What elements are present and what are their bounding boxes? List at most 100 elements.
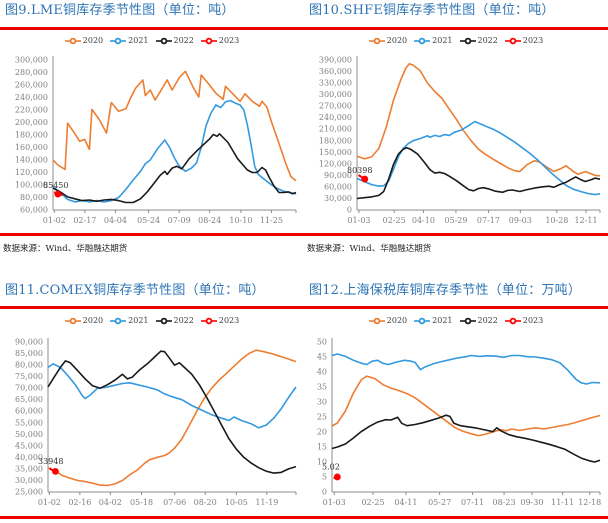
x-axis-label: 08-23 xyxy=(493,498,516,507)
legend-item-2020: 2020 xyxy=(64,316,103,325)
series-line-2022 xyxy=(331,414,601,463)
x-axis-label: 11-19 xyxy=(255,498,278,507)
legend-item-2021: 2021 xyxy=(414,316,453,325)
x-axis-label: 04-02 xyxy=(99,498,122,507)
x-axis-label: 07-17 xyxy=(477,216,500,225)
legend-item-2022: 2022 xyxy=(459,36,498,45)
x-axis-label: 01-03 xyxy=(323,498,346,507)
x-axis-label: 07-11 xyxy=(461,498,484,507)
y-axis-label: 75,000 xyxy=(15,372,43,381)
y-axis-label: 360,000 xyxy=(319,67,352,76)
chart-title-shanghai-bonded: 图12.上海保税库铜库存季节性（单位：万吨） xyxy=(309,283,582,298)
series-line-2020 xyxy=(47,349,297,487)
chart-card-comex: 图11.COMEX铜库存季节性图（单位：吨） 2020 2021 2022 2023 … xyxy=(0,280,304,523)
y-axis-label: 50,000 xyxy=(15,430,43,439)
legend-label: 2023 xyxy=(218,36,240,45)
y-axis-label: 100,000 xyxy=(15,181,48,190)
legend-marker-icon xyxy=(155,37,172,44)
y-axis-label: 35,000 xyxy=(15,464,43,473)
x-axis-label: 10-28 xyxy=(545,216,568,225)
legend-label: 2023 xyxy=(218,316,240,325)
y-axis-label: 160,000 xyxy=(15,143,48,152)
y-axis-label: 240,000 xyxy=(15,93,48,102)
y-axis-label: 30,000 xyxy=(324,194,352,203)
latest-value-label: 5.02 xyxy=(322,463,340,472)
y-axis-label: 45,000 xyxy=(15,441,43,450)
legend-item-2020: 2020 xyxy=(368,316,408,325)
y-axis-label: 25,000 xyxy=(15,488,43,497)
x-axis-label: 02-25 xyxy=(383,216,406,225)
legend-item-2022: 2022 xyxy=(459,316,498,325)
y-axis-label: 60,000 xyxy=(20,206,48,215)
x-axis-label: 11-11 xyxy=(551,498,574,507)
y-axis-label: 60,000 xyxy=(15,407,43,416)
latest-value-label: 80398 xyxy=(347,166,372,175)
legend-item-2022: 2022 xyxy=(155,316,194,325)
y-axis-label: 60,000 xyxy=(324,182,352,191)
legend-label: 2021 xyxy=(432,316,453,325)
chart-canvas: 60,000 80,000 100,000 120,000 140,000 160,000… xyxy=(15,56,297,225)
x-axis-label: 12-11 xyxy=(575,216,598,225)
y-axis-label: 260,000 xyxy=(15,81,48,90)
x-axis-label: 04-10 xyxy=(412,216,435,225)
y-axis-label: 390,000 xyxy=(319,56,352,65)
series-line-2022 xyxy=(52,133,297,204)
legend-marker-icon xyxy=(368,317,385,324)
y-axis-label: 85,000 xyxy=(15,349,43,358)
source-text-lme: 数据来源：Wind、华融融达期货 xyxy=(3,244,128,254)
y-axis-label: 140,000 xyxy=(15,156,48,165)
series-line-2022 xyxy=(356,146,601,200)
legend-item-2023: 2023 xyxy=(200,36,240,45)
x-axis-label: 08-24 xyxy=(198,216,221,225)
legend-shfe: 2020 2021 2022 2023 xyxy=(304,36,608,45)
x-axis-label: 07-06 xyxy=(163,498,186,507)
legend-marker-icon xyxy=(200,317,217,324)
y-axis-label: 270,000 xyxy=(319,102,352,111)
legend-label: 2021 xyxy=(128,316,149,325)
y-axis-label: 120,000 xyxy=(15,168,48,177)
y-axis-label: 280,000 xyxy=(15,68,48,77)
chart-plot-lme: 60,000 80,000 100,000 120,000 140,000 160,000… xyxy=(2,52,302,242)
series-line-2021 xyxy=(47,363,297,429)
latest-value-dot xyxy=(54,190,62,198)
legend-label: 2023 xyxy=(522,316,544,325)
y-axis-label: 40,000 xyxy=(15,453,43,462)
legend-label: 2021 xyxy=(128,36,149,45)
legend-marker-icon xyxy=(414,37,431,44)
legend-item-2021: 2021 xyxy=(110,316,149,325)
legend-lme: 2020 2021 2022 2023 xyxy=(0,36,304,45)
y-axis-label: 90,000 xyxy=(15,338,43,347)
legend-marker-icon xyxy=(414,317,431,324)
chart-bottom-rule-bottom xyxy=(0,516,608,519)
latest-value-dot xyxy=(333,473,341,481)
y-axis-label: 120,000 xyxy=(319,159,352,168)
chart-bottom-rule-top xyxy=(0,233,608,236)
y-axis-label: 70,000 xyxy=(15,384,43,393)
y-axis-label: 55,000 xyxy=(15,418,43,427)
y-axis-label: 10 xyxy=(317,458,327,467)
legend-item-2022: 2022 xyxy=(155,36,194,45)
chart-plot-shfe: 0 30,000 60,000 90,000 120,000 150,000 180,000… xyxy=(306,52,606,242)
y-axis-label: 220,000 xyxy=(15,106,48,115)
y-axis-label: 30 xyxy=(317,398,327,407)
legend-label: 2022 xyxy=(173,36,194,45)
y-axis-label: 150,000 xyxy=(319,148,352,157)
y-axis-label: 330,000 xyxy=(319,79,352,88)
chart-plot-shanghai-bonded: 0 5 10 15 20 25 30 35 40 45 50 01-03 02-25 04-11 05-27… xyxy=(306,334,606,523)
legend-item-2023: 2023 xyxy=(504,36,543,45)
x-axis-label: 05-18 xyxy=(130,498,153,507)
legend-label: 2020 xyxy=(386,316,408,325)
legend-marker-icon xyxy=(110,37,127,44)
x-axis-label: 07-09 xyxy=(168,216,191,225)
y-axis-label: 210,000 xyxy=(319,125,352,134)
y-axis-label: 25 xyxy=(317,413,327,422)
y-axis-label: 0 xyxy=(347,206,352,215)
y-axis-label: 45 xyxy=(317,353,327,362)
latest-value-label: 33948 xyxy=(38,457,63,466)
y-axis-label: 50 xyxy=(317,338,327,347)
x-axis-label: 01-02 xyxy=(43,216,66,225)
chart-canvas: 0 30,000 60,000 90,000 120,000 150,000 180,000… xyxy=(319,56,601,225)
y-axis-label: 80,000 xyxy=(20,193,48,202)
chart-title-shfe: 图10.SHFE铜库存季节性图（单位：吨） xyxy=(309,3,555,18)
